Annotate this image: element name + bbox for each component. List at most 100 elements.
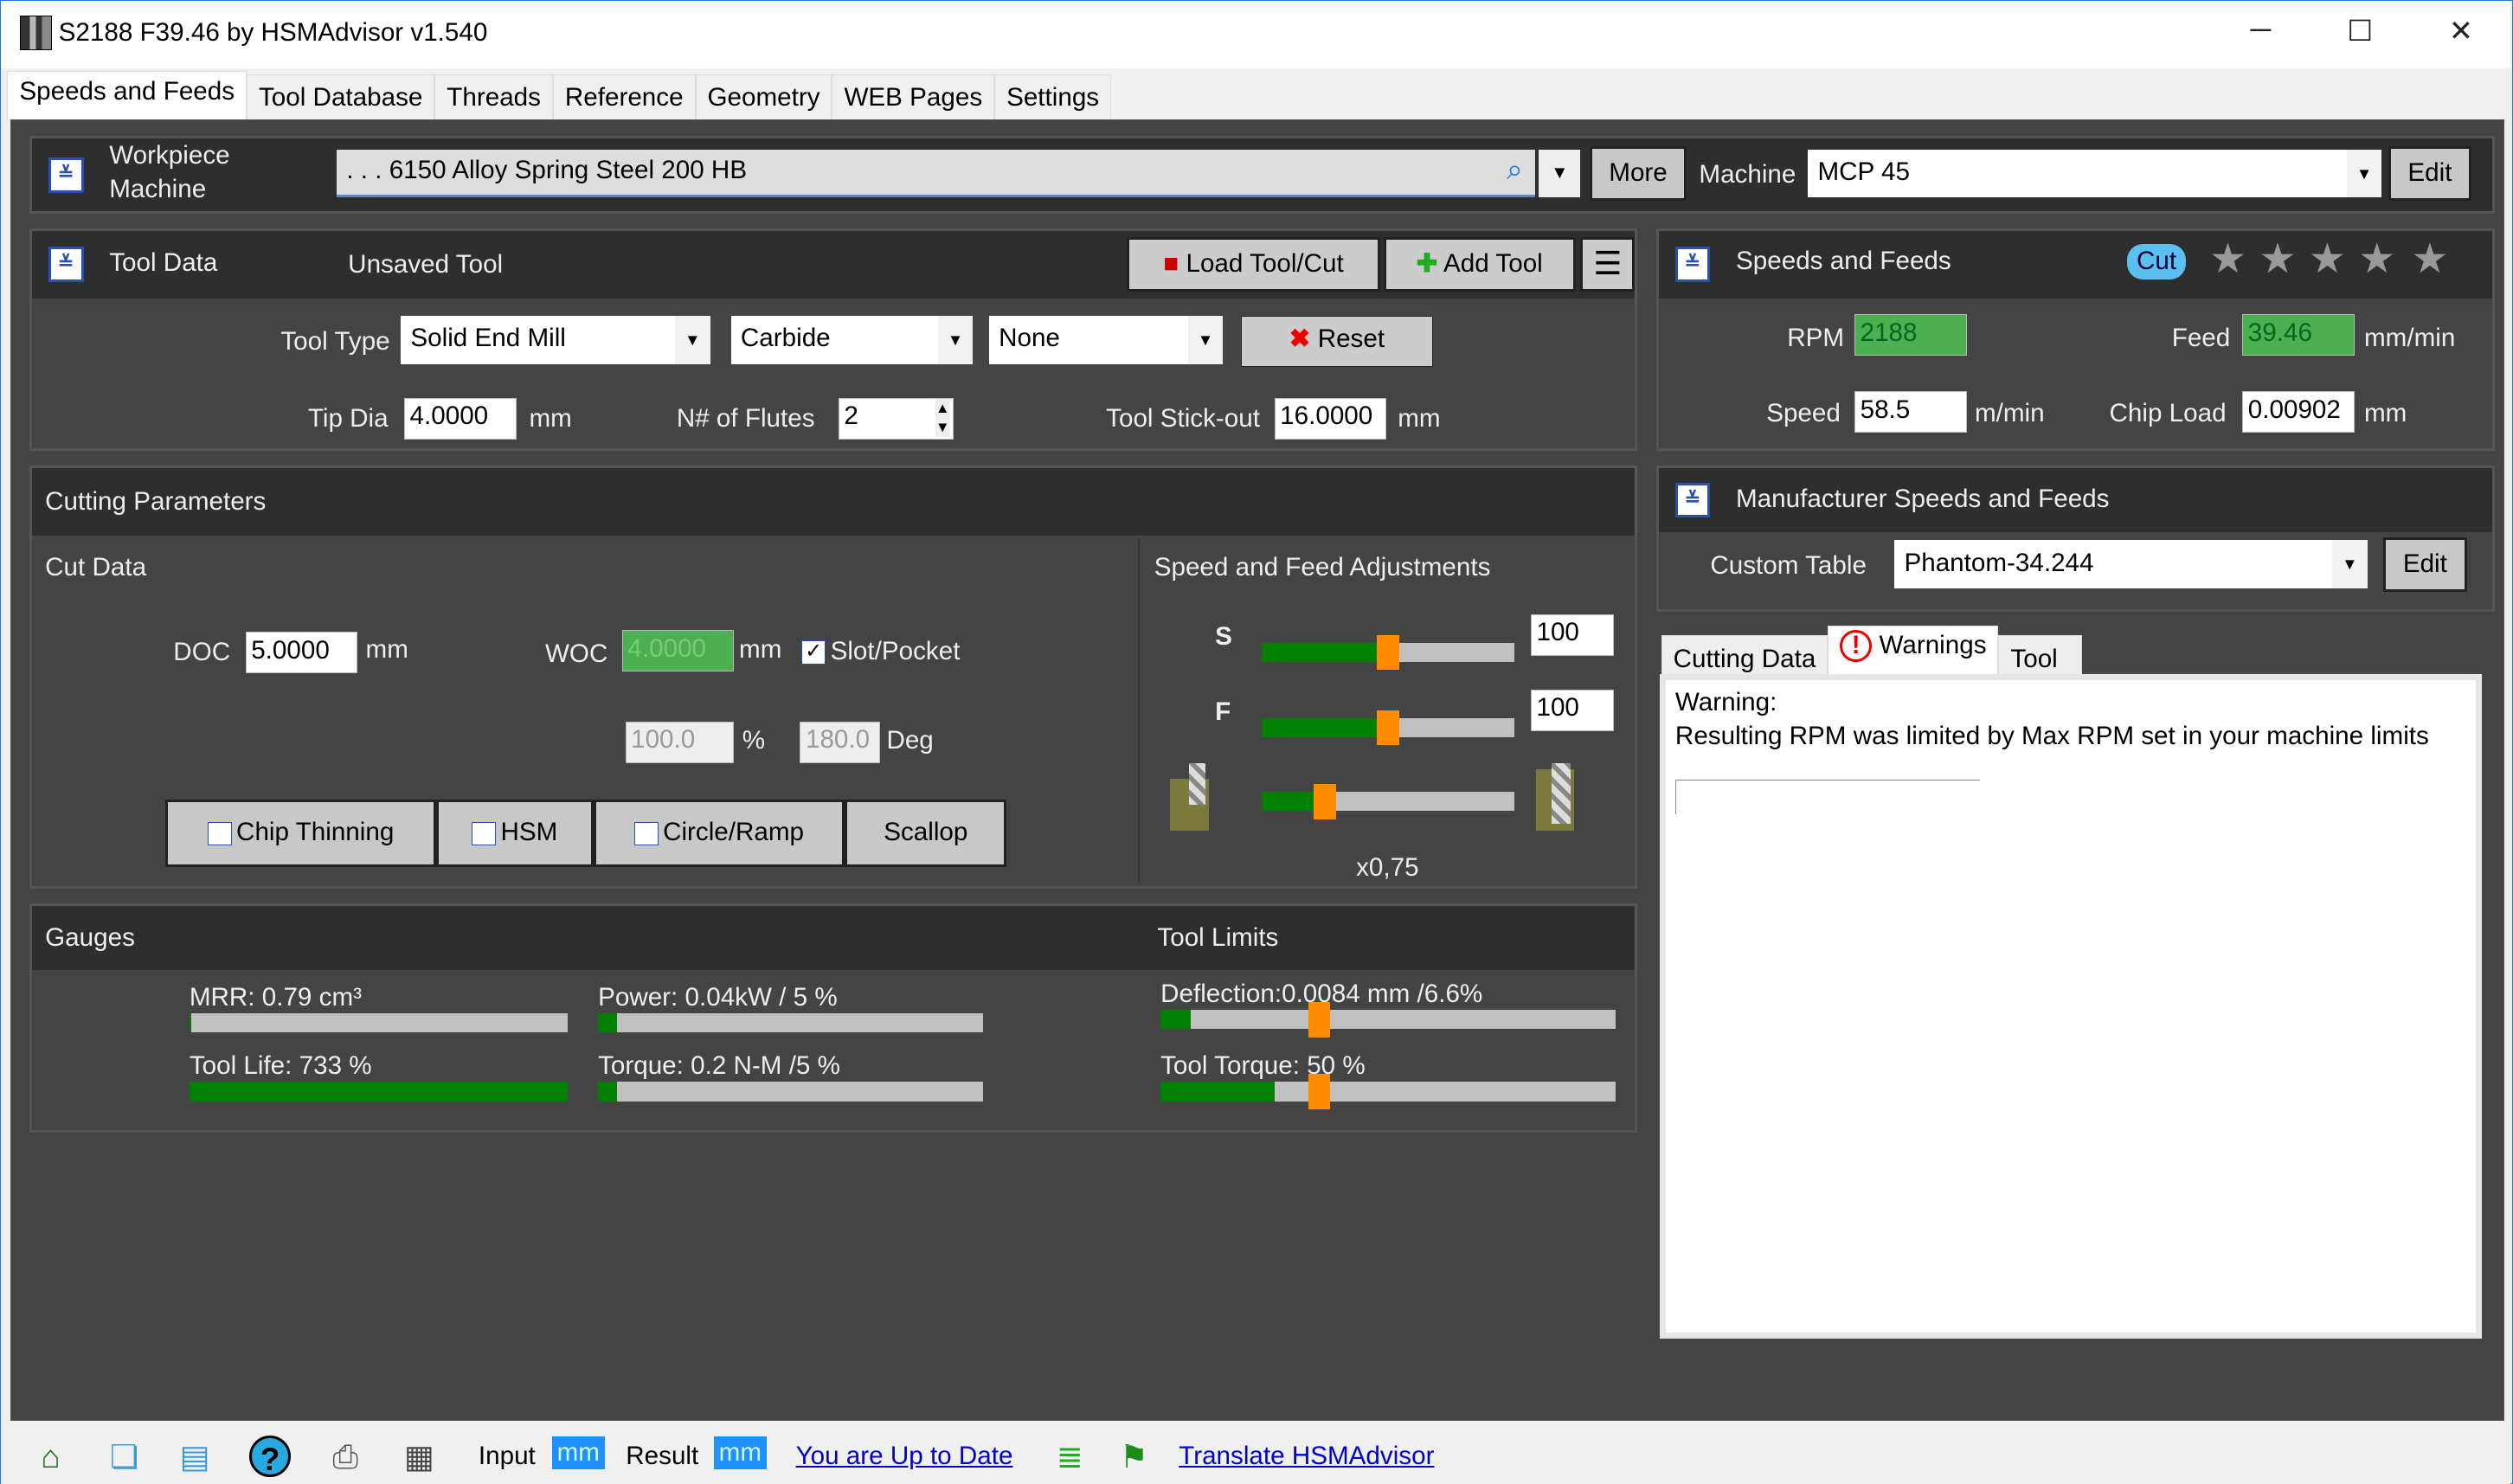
expand-workpiece-icon[interactable]: ≚ [48,157,84,193]
woc-input[interactable]: 4.0000 [621,630,735,672]
engagement-slider-thumb[interactable] [1313,783,1336,819]
heavy-engagement-icon [1535,762,1574,831]
rating-star-icon[interactable]: ★ [2259,235,2297,283]
tab-geometry[interactable]: Geometry [695,74,832,120]
machine-edit-button[interactable]: Edit [2388,145,2472,201]
gauges-title: Gauges [45,923,135,953]
slot-pocket-checkbox[interactable]: ✓ Slot/Pocket [801,637,960,666]
tab-warnings[interactable]: ! Warnings [1828,626,1999,678]
rating-star-icon[interactable]: ★ [2308,235,2347,283]
checkbox-icon[interactable] [472,821,496,846]
speed-slider-thumb[interactable] [1377,634,1400,671]
speed-label: Speed [1766,399,1841,428]
rpm-value[interactable]: 2188 [1854,314,1967,357]
translate-link[interactable]: Translate HSMAdvisor [1179,1441,1435,1470]
maximize-button[interactable]: ☐ [2347,15,2374,48]
material-dropdown-icon[interactable]: ▼ [1539,149,1581,198]
rating-star-icon[interactable]: ★ [2358,235,2396,283]
tab-settings[interactable]: Settings [994,74,1112,120]
custom-table-select[interactable]: Phantom-34.244 ▼ [1894,540,2368,588]
speed-adjust-input[interactable]: 100 [1530,614,1615,656]
feed-slider[interactable] [1261,710,1515,746]
manufacturer-edit-button[interactable]: Edit [2383,536,2467,592]
circle-ramp-button[interactable]: Circle/Ramp [593,800,845,868]
warnings-tab-label: Warnings [1879,630,1987,659]
close-button[interactable]: ✕ [2448,15,2473,48]
stickout-input[interactable]: 16.0000 [1274,397,1387,440]
angle-input[interactable]: 180.0 [800,721,881,763]
flutes-stepper[interactable]: 2 ▲ ▼ [838,397,954,440]
rating-star-icon[interactable]: ★ [2209,235,2247,283]
hsm-button[interactable]: HSM [436,800,594,868]
input-units-label: Input [478,1441,536,1470]
material-search-input[interactable]: . . . 6150 Alloy Spring Steel 200 HB ⌕ [337,149,1536,198]
forum-icon[interactable]: ❏ [109,1437,139,1474]
database-icon[interactable]: ≣ [1056,1437,1083,1474]
load-tool-button[interactable]: ■ Load Tool/Cut [1127,237,1380,292]
coating-select[interactable]: None ▼ [988,316,1224,364]
feed-value[interactable]: 39.46 [2242,314,2355,357]
feed-adjust-input[interactable]: 100 [1530,689,1615,731]
tab-speeds-and-feeds[interactable]: Speeds and Feeds [7,71,247,120]
engagement-slider[interactable] [1261,783,1515,819]
home-icon[interactable]: ⌂ [41,1437,61,1474]
main-tabs: Speeds and Feeds Tool Database Threads R… [7,71,1112,120]
manufacturer-title: Manufacturer Speeds and Feeds [1736,484,2110,513]
tip-dia-input[interactable]: 4.0000 [403,397,517,440]
chipload-input[interactable]: 0.00902 [2242,391,2355,434]
tab-cutting-data[interactable]: Cutting Data [1661,635,1829,681]
feed-unit: mm/min [2363,324,2456,353]
help-icon[interactable]: ? [249,1435,292,1477]
chevron-down-icon: ▼ [2346,149,2382,198]
speed-slider[interactable] [1261,634,1515,671]
woc-percent-input[interactable]: 100.0 [625,721,735,763]
tool-type-select[interactable]: Solid End Mill ▼ [401,316,710,364]
tab-web-pages[interactable]: WEB Pages [832,74,995,120]
print-icon[interactable]: ⎙ [332,1437,358,1474]
tool-material-select[interactable]: Carbide ▼ [730,316,974,364]
more-button[interactable]: More [1590,145,1687,201]
chat-icon[interactable]: ▤ [179,1437,210,1474]
update-status-link[interactable]: You are Up to Date [795,1441,1013,1470]
add-tool-button[interactable]: ✚ Add Tool [1383,237,1576,292]
speed-slider-fill [1261,642,1389,663]
expand-tool-data-icon[interactable]: ≚ [48,247,84,283]
speed-input[interactable]: 58.5 [1854,391,1967,434]
expand-speeds-feeds-icon[interactable]: ≚ [1674,247,1711,283]
minimize-button[interactable]: ─ [2250,13,2272,46]
machine-select[interactable]: MCP 45 ▼ [1808,149,2382,198]
stepper-arrows-icon[interactable]: ▲ ▼ [935,398,950,437]
feed-slider-thumb[interactable] [1377,710,1400,746]
notes-icon[interactable]: ▦ [403,1437,434,1474]
tab-tool-database[interactable]: Tool Database [247,74,435,120]
input-units-toggle[interactable]: mm [552,1436,605,1470]
search-icon[interactable]: ⌕ [1507,154,1523,187]
result-units-toggle[interactable]: mm [714,1436,767,1470]
tool-life-gauge-fill [189,1082,568,1102]
expand-manufacturer-icon[interactable]: ≚ [1674,482,1711,518]
tab-reference[interactable]: Reference [552,74,696,120]
doc-input[interactable]: 5.0000 [245,631,358,674]
torque-label: Torque: 0.2 N-M /5 % [598,1051,840,1081]
flag-icon[interactable]: ⚑ [1119,1437,1148,1474]
rating-star-icon[interactable]: ★ [2411,235,2449,283]
woc-label: WOC [544,639,608,669]
checkbox-checked-icon[interactable]: ✓ [801,639,826,665]
tool-type-value: Solid End Mill [410,324,566,353]
chip-thinning-button[interactable]: Chip Thinning [165,800,437,868]
tab-tool[interactable]: Tool [1998,635,2082,681]
checkbox-icon[interactable] [633,821,659,846]
engagement-factor: x0,75 [1356,852,1419,882]
gauges-header [32,905,1635,970]
coating-value: None [999,324,1060,353]
tab-threads[interactable]: Threads [434,74,553,120]
reset-button[interactable]: ✖ Reset [1240,316,1433,368]
tool-torque-limit-marker [1308,1074,1331,1109]
menu-icon[interactable]: ☰ [1580,237,1636,292]
scallop-button[interactable]: Scallop [845,800,1007,868]
checkbox-icon[interactable] [207,821,232,846]
cut-badge[interactable]: Cut [2126,243,2187,280]
feed-slider-fill [1261,717,1389,738]
gauges-panel: Gauges Tool Limits MRR: 0.79 cm³ Power: … [29,903,1637,1133]
